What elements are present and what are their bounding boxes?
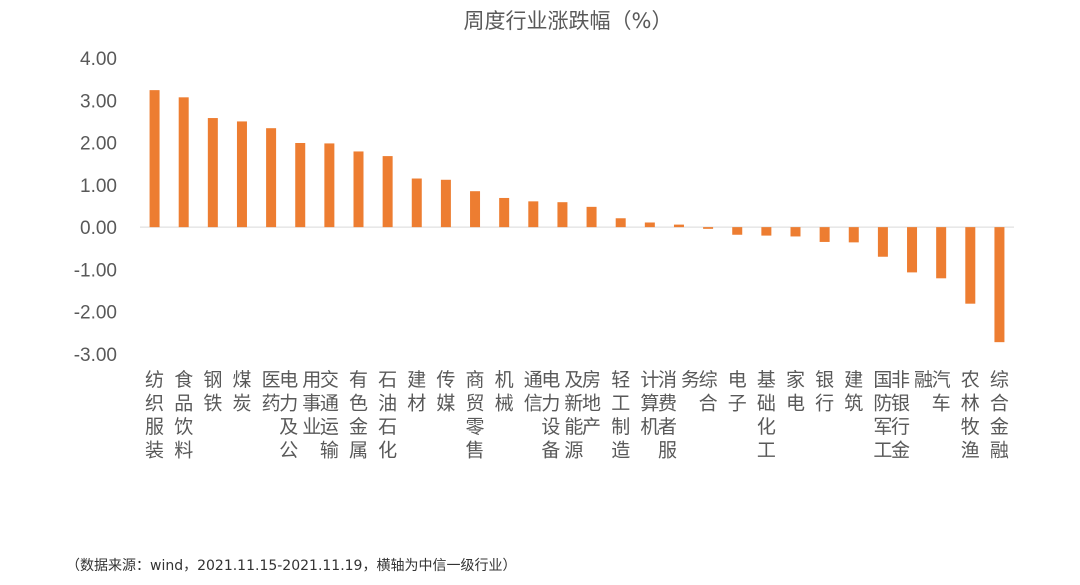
category-label: 交通运输	[320, 369, 339, 462]
bar-6	[324, 143, 335, 228]
y-tick-label: -3.00	[74, 345, 117, 366]
bar-4	[266, 128, 277, 228]
bar-29	[994, 227, 1005, 343]
category-label: 轻工制造	[611, 369, 630, 462]
category-label: 电力及公用事业	[279, 369, 321, 462]
bar-24	[848, 227, 859, 243]
source-note: （数据来源：wind，2021.11.15-2021.11.19，横轴为中信一级…	[66, 558, 516, 574]
bar-5	[295, 142, 306, 228]
bar-17	[644, 222, 655, 228]
y-tick-label: 1.00	[80, 176, 117, 197]
category-label: 有色金属	[349, 369, 368, 462]
y-tick-label: 0.00	[80, 218, 117, 239]
y-tick-label: 4.00	[80, 49, 117, 70]
bar-23	[819, 227, 830, 242]
bar-19	[703, 227, 714, 229]
category-label: 房地产	[582, 369, 601, 438]
bar-25	[877, 227, 888, 257]
category-label: 电子	[728, 369, 747, 415]
y-tick-label: 3.00	[80, 91, 117, 112]
y-tick-label: -1.00	[74, 260, 117, 281]
bar-27	[936, 227, 947, 279]
bar-20	[732, 227, 743, 235]
bar-8	[382, 156, 393, 228]
category-label: 农林牧渔	[961, 369, 980, 462]
category-label: 煤炭	[232, 369, 251, 415]
bar-13	[528, 201, 539, 228]
category-label: 商贸零售	[466, 369, 485, 462]
bar-7	[353, 151, 364, 228]
bar-18	[673, 224, 684, 228]
category-label: 综合金融	[990, 369, 1009, 462]
bar-1	[178, 97, 189, 228]
bar-26	[907, 227, 918, 273]
bar-2	[207, 118, 218, 228]
category-label: 钢铁	[203, 369, 222, 415]
category-label: 汽车	[932, 369, 951, 415]
y-axis-ticks: 4.00 3.00 2.00 1.00 0.00 -1.00 -2.00 -3.00	[74, 49, 117, 366]
bar-0	[149, 90, 160, 228]
bar-14	[557, 202, 568, 228]
bar-28	[965, 227, 976, 304]
category-label: 消费者服务	[658, 369, 700, 462]
category-label: 综合	[699, 369, 718, 415]
category-label: 国防军工	[873, 369, 892, 462]
category-label: 建筑	[844, 369, 863, 415]
category-label: 建材	[407, 369, 426, 415]
bar-9	[411, 178, 422, 228]
category-label: 家电	[786, 369, 805, 415]
category-label: 通信	[524, 369, 543, 415]
category-label: 传媒	[436, 369, 455, 415]
y-tick-label: 2.00	[80, 134, 117, 155]
category-label: 非银行金融	[891, 369, 933, 462]
category-label: 医药	[262, 369, 281, 415]
bar-16	[615, 218, 626, 228]
bar-22	[790, 227, 801, 237]
category-label: 基础化工	[757, 369, 776, 462]
bar-10	[440, 179, 451, 228]
category-label: 机械	[495, 369, 514, 415]
category-label: 计算机	[640, 369, 659, 438]
category-label: 石油石化	[378, 369, 397, 462]
chart-title: 周度行业涨跌幅（%）	[464, 9, 673, 33]
y-tick-label: -2.00	[74, 303, 117, 324]
category-label: 食品饮料	[174, 369, 193, 462]
bars	[149, 90, 1005, 343]
bar-12	[499, 197, 510, 228]
bar-21	[761, 227, 772, 236]
category-labels: 纺织服装食品饮料钢铁煤炭医药电力及公用事业交通运输有色金属石油石化建材传媒商贸零…	[145, 369, 1009, 462]
category-label: 电力设备及新能源	[541, 369, 583, 462]
bar-3	[236, 121, 247, 228]
category-label: 纺织服装	[145, 369, 164, 462]
category-label: 银行	[815, 369, 834, 415]
bar-11	[470, 191, 481, 228]
bar-15	[586, 206, 597, 228]
